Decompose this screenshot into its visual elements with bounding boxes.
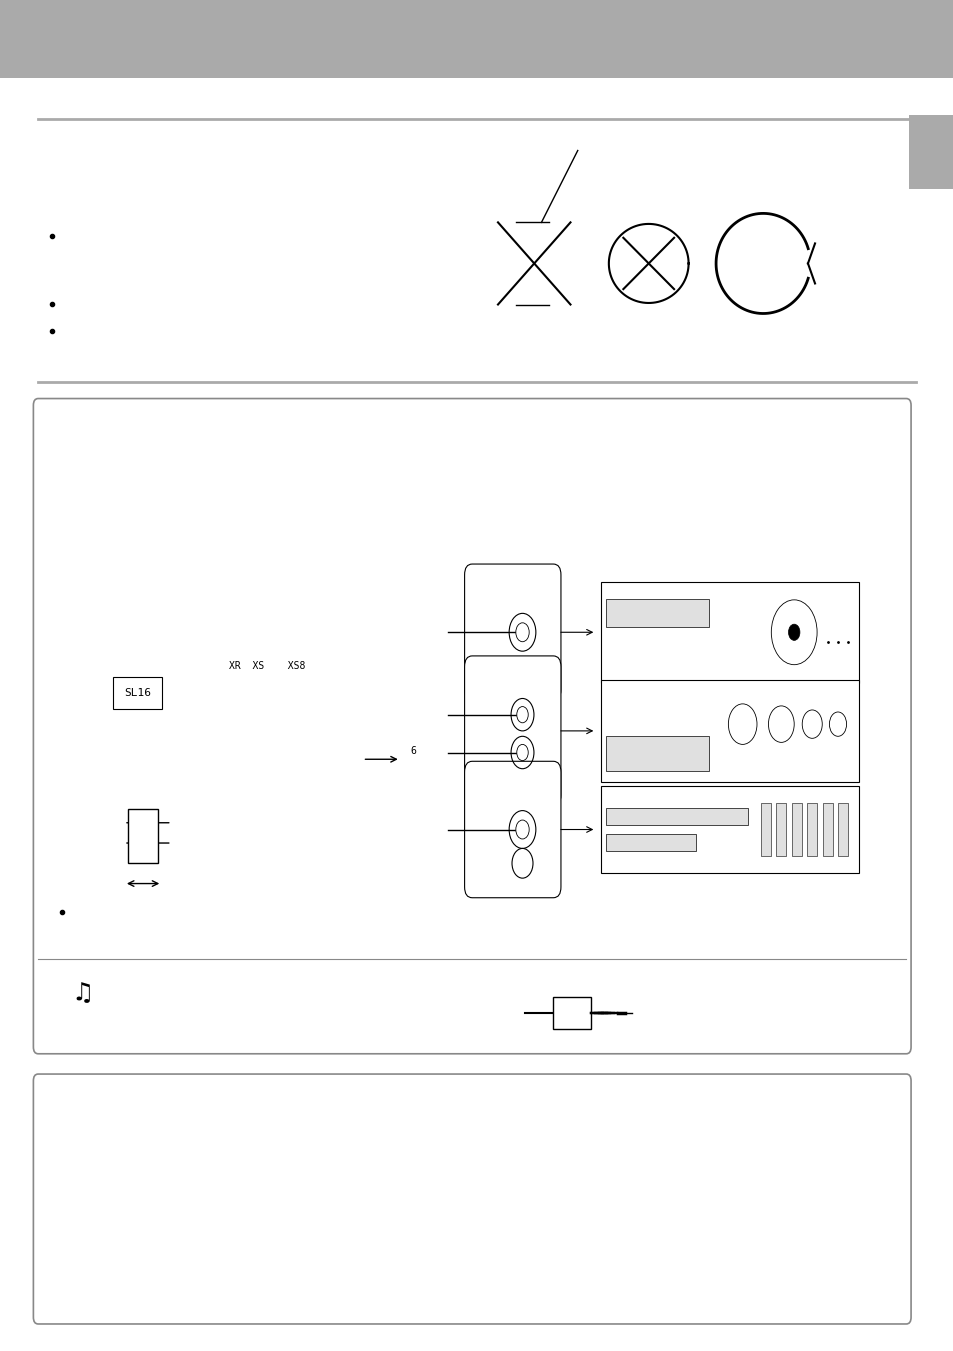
Text: 6: 6	[410, 746, 416, 755]
Bar	[806, 802, 817, 857]
Text: SL16: SL16	[124, 688, 151, 697]
Bar	[605, 736, 708, 771]
Circle shape	[516, 820, 529, 839]
FancyBboxPatch shape	[600, 681, 858, 781]
Circle shape	[517, 744, 528, 761]
Bar	[776, 802, 785, 857]
Circle shape	[787, 624, 799, 640]
FancyBboxPatch shape	[600, 786, 858, 873]
Bar	[605, 834, 696, 851]
FancyBboxPatch shape	[600, 581, 858, 684]
Bar	[821, 802, 832, 857]
FancyBboxPatch shape	[33, 1074, 910, 1324]
FancyBboxPatch shape	[0, 0, 953, 78]
FancyBboxPatch shape	[128, 809, 158, 863]
Bar	[760, 802, 770, 857]
FancyBboxPatch shape	[553, 997, 591, 1029]
Bar	[791, 802, 801, 857]
Bar	[837, 802, 847, 857]
FancyBboxPatch shape	[464, 657, 560, 805]
FancyBboxPatch shape	[464, 565, 560, 700]
FancyBboxPatch shape	[464, 762, 560, 897]
FancyBboxPatch shape	[908, 115, 953, 189]
Text: XR  XS    XS8: XR XS XS8	[229, 661, 305, 670]
Circle shape	[516, 623, 529, 642]
Circle shape	[517, 707, 528, 723]
Text: ♫: ♫	[71, 981, 93, 1005]
Bar	[605, 808, 747, 825]
FancyBboxPatch shape	[33, 399, 910, 1054]
Bar	[605, 598, 708, 627]
